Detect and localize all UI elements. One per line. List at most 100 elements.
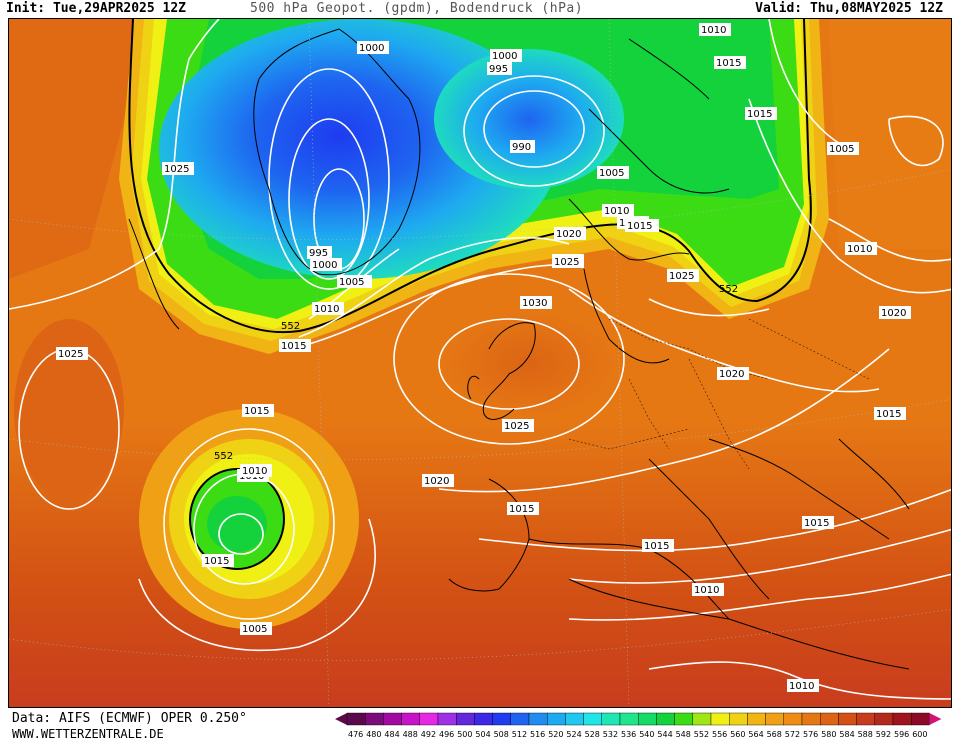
uk-high <box>439 309 619 419</box>
pressure-label: 1030 <box>522 298 547 309</box>
pressure-label-box <box>242 404 274 417</box>
colorbar-tick-label: 532 <box>603 730 618 739</box>
colorbar: 476 480 484 488 492 496 500 504 508 512 516 520 524 5… <box>335 712 942 739</box>
pressure-label: 1015 <box>281 341 306 352</box>
pressure-label-box <box>554 227 586 240</box>
pressure-label: 1005 <box>599 168 624 179</box>
pressure-label-box <box>597 166 629 179</box>
colorbar-tick-label: 508 <box>494 730 509 739</box>
colorbar-left-arrow <box>335 713 347 725</box>
pressure-label-box <box>745 107 777 120</box>
colorbar-swatch <box>729 712 748 726</box>
colorbar-right-arrow <box>929 713 942 725</box>
colorbar-swatch <box>747 712 766 726</box>
pressure-label-group: 1010101510001000995990101010051025100510… <box>56 23 911 692</box>
colorbar-swatch <box>692 712 712 726</box>
colorbar-swatch <box>783 712 803 726</box>
pressure-label: 1020 <box>424 476 449 487</box>
pressure-label: 1000 <box>359 43 384 54</box>
pressure-label: 1020 <box>719 369 744 380</box>
pressure-label-box <box>827 142 859 155</box>
pressure-label-box <box>507 502 539 515</box>
colorbar-tick-label: 560 <box>730 730 745 739</box>
colorbar-swatch <box>346 712 366 726</box>
pressure-label: 1010 <box>694 585 719 596</box>
pressure-label-box <box>310 258 342 271</box>
colorbar-swatch <box>401 712 420 726</box>
colorbar-tick-label: 480 <box>366 730 381 739</box>
init-time: Init: Tue,29APR2025 12Z <box>6 1 187 16</box>
pressure-label-box <box>552 255 584 268</box>
pressure-label-box <box>699 23 731 36</box>
colorbar-tick-label: 500 <box>457 730 472 739</box>
colorbar-swatch <box>510 712 530 726</box>
pressure-label-box <box>357 41 389 54</box>
colorbar-tick-label: 516 <box>530 730 545 739</box>
forecast-map: 1010101510001000995990101010051025100510… <box>8 18 952 708</box>
colorbar-swatch <box>546 712 566 726</box>
pressure-label: 1015 <box>716 58 741 69</box>
pressure-label-box <box>602 204 634 217</box>
pressure-label: 1015 <box>876 409 901 420</box>
pressure-label: 1020 <box>881 308 906 319</box>
pressure-label-box <box>717 367 749 380</box>
pressure-label-box <box>422 474 454 487</box>
pressure-label-box <box>874 407 906 420</box>
colorbar-tick-label: 580 <box>821 730 836 739</box>
pressure-label: 990 <box>512 142 531 153</box>
pressure-label: 1005 <box>339 277 364 288</box>
pressure-label: 1015 <box>644 541 669 552</box>
pressure-label: 1025 <box>554 257 579 268</box>
pressure-label-box <box>202 554 234 567</box>
colorbar-swatch <box>619 712 639 726</box>
colorbar-tick-label: 572 <box>785 730 800 739</box>
pressure-label: 1025 <box>164 164 189 175</box>
colorbar-tick-label: 512 <box>512 730 527 739</box>
colorbar-tick-label: 520 <box>548 730 563 739</box>
colorbar-swatch <box>365 712 384 726</box>
pressure-label: 1000 <box>492 51 517 62</box>
colorbar-swatch <box>492 712 512 726</box>
pressure-label-box <box>802 516 834 529</box>
colorbar-swatch <box>856 712 875 726</box>
colorbar-swatch <box>638 712 657 726</box>
colorbar-tick-label: 592 <box>876 730 891 739</box>
data-source: Data: AIFS (ECMWF) OPER 0.250° <box>12 711 247 726</box>
colorbar-swatch <box>419 712 439 726</box>
colorbar-swatch <box>838 712 857 726</box>
colorbar-swatch <box>892 712 912 726</box>
pressure-label: 1015 <box>747 109 772 120</box>
colorbar-tick-label: 564 <box>748 730 763 739</box>
west-orange-region <box>9 19 149 279</box>
pressure-label: 1010 <box>604 206 629 217</box>
colorbar-tick-label: 528 <box>585 730 600 739</box>
colorbar-tick-label: 540 <box>639 730 654 739</box>
colorbar-swatch <box>911 712 930 726</box>
colorbar-swatch <box>474 712 493 726</box>
pressure-label-box <box>787 679 819 692</box>
pressure-label-box <box>502 419 534 432</box>
pressure-label-box <box>240 622 272 635</box>
colorbar-swatch <box>565 712 584 726</box>
pressure-label: 1025 <box>504 421 529 432</box>
colorbar-tick-label: 588 <box>858 730 873 739</box>
pressure-label: 995 <box>489 64 508 75</box>
map-title: 500 hPa Geopot. (gpdm), Bodendruck (hPa) <box>250 1 584 16</box>
pressure-label-box <box>510 140 535 153</box>
colorbar-swatch <box>674 712 694 726</box>
colorbar-tick-label: 536 <box>621 730 636 739</box>
east-orange-region <box>829 19 951 249</box>
colorbar-tick-label: 504 <box>475 730 490 739</box>
pressure-label-box <box>845 242 877 255</box>
pressure-label: 995 <box>309 248 328 259</box>
colorbar-tick-label: 584 <box>839 730 854 739</box>
pressure-label: 1015 <box>204 556 229 567</box>
pressure-label: 1015 <box>627 221 652 232</box>
pressure-label: 1000 <box>312 260 337 271</box>
pressure-label-box <box>162 162 194 175</box>
colorbar-tick-label: 484 <box>384 730 399 739</box>
pressure-label-box <box>279 339 311 352</box>
header-bar: Init: Tue,29APR2025 12Z 500 hPa Geopot. … <box>0 0 959 18</box>
colorbar-tick-label: 492 <box>421 730 436 739</box>
pressure-label: 1025 <box>58 349 83 360</box>
